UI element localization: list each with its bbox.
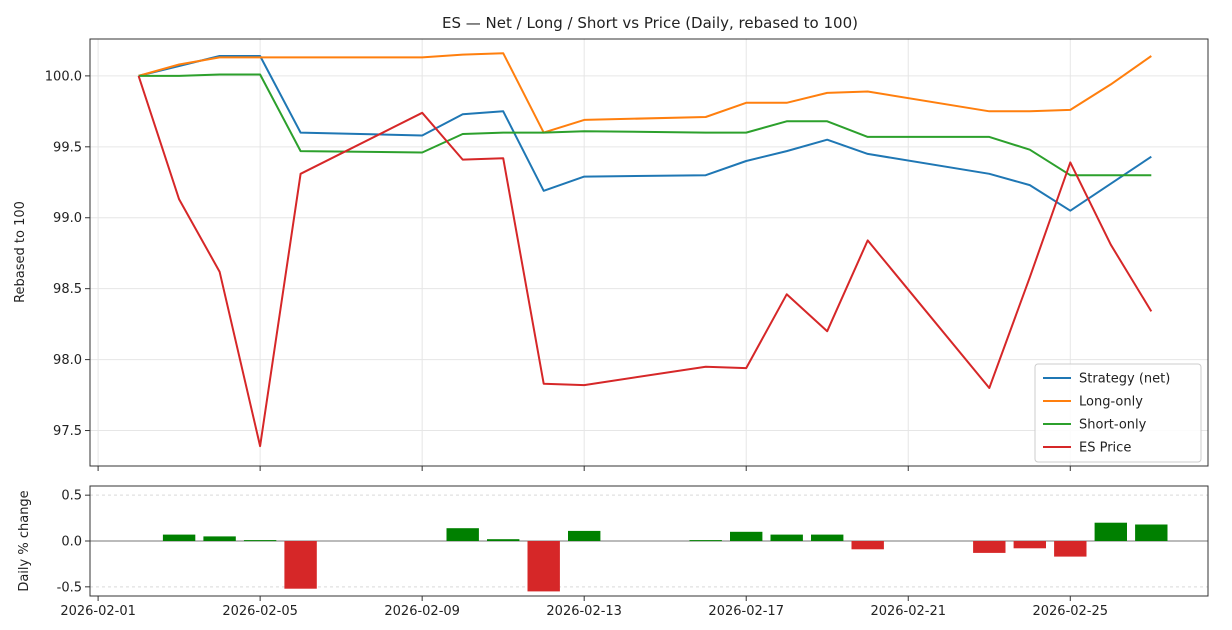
- bar-2026-02-20: [851, 541, 884, 550]
- bar-2026-02-04: [203, 536, 236, 541]
- series-line-es-price: [137, 75, 1153, 448]
- main-plot-area: [90, 39, 1208, 466]
- bar-2026-02-18: [770, 534, 803, 541]
- main-y-tick-label-1: 98.0: [53, 353, 82, 368]
- main-y-tick-label-2: 98.5: [53, 282, 82, 297]
- x-tick-label-3: 2026-02-13: [546, 604, 622, 619]
- main-y-tick-label-0: 97.5: [53, 424, 82, 439]
- series-line-short-only: [138, 73, 1152, 177]
- bar-2026-02-24: [1013, 541, 1046, 549]
- sub-y-ticks: -0.5 0.0 0.5: [57, 489, 90, 595]
- main-y-tick-label-4: 99.5: [53, 140, 82, 155]
- bar-2026-02-16: [689, 540, 722, 542]
- bar-2026-02-11: [487, 539, 520, 541]
- sub-y-tick-label-0: -0.5: [57, 580, 82, 595]
- sub-y-axis-label: Daily % change: [17, 490, 32, 591]
- bar-2026-02-10: [446, 528, 479, 541]
- bar-2026-02-23: [973, 541, 1006, 553]
- bar-2026-02-19: [811, 534, 844, 541]
- bar-2026-02-13: [568, 530, 601, 541]
- main-chart: 97.5 98.0 98.5 99.0 99.5 100.0 Rebased to 100…: [13, 38, 1209, 471]
- main-y-axis-label: Rebased to 100: [13, 201, 28, 303]
- x-tick-label-1: 2026-02-05: [222, 604, 298, 619]
- bar-2026-02-06: [284, 541, 317, 589]
- sub-chart: -0.50.00.5 2026-02-01 2026-02-05 2026-02-0…: [17, 485, 1209, 619]
- main-y-tick-label-5: 100.0: [45, 69, 82, 84]
- sub-y-tick-label-1: 0.0: [61, 535, 82, 550]
- x-tick-label-6: 2026-02-25: [1032, 604, 1108, 619]
- sub-y-tick-label-2: 0.5: [61, 489, 82, 504]
- series-line-long-only: [138, 52, 1152, 134]
- main-y-ticks: 97.5 98.0 98.5 99.0 99.5 100.0: [45, 69, 90, 439]
- bar-2026-02-27: [1135, 524, 1168, 541]
- series-line-strategy-net: [138, 55, 1152, 212]
- bar-2026-02-17: [730, 531, 763, 541]
- legend: Strategy (net) Long-only Short-only ES Pric…: [1034, 363, 1202, 463]
- x-tick-label-2: 2026-02-09: [384, 604, 460, 619]
- legend-label-1: Long-only: [1079, 395, 1143, 410]
- main-x-ticks: [97, 466, 1071, 471]
- legend-label-0: Strategy (net): [1079, 372, 1170, 387]
- main-plot-frame: [89, 38, 1209, 467]
- x-tick-label-5: 2026-02-21: [870, 604, 946, 619]
- legend-label-3: ES Price: [1079, 441, 1131, 456]
- x-tick-label-4: 2026-02-17: [708, 604, 784, 619]
- sub-x-ticks: 2026-02-01 2026-02-05 2026-02-09 2026-02-13…: [60, 596, 1108, 619]
- main-grid: [90, 39, 1208, 466]
- bar-2026-02-26: [1094, 522, 1127, 541]
- x-tick-label-0: 2026-02-01: [60, 604, 136, 619]
- bar-2026-02-12: [527, 541, 560, 592]
- bar-2026-02-05: [243, 540, 277, 542]
- bar-2026-02-25: [1054, 541, 1087, 557]
- main-series: [137, 52, 1153, 448]
- legend-box: [1034, 363, 1202, 463]
- chart-title: ES — Net / Long / Short vs Price (Daily,…: [442, 14, 858, 32]
- main-y-tick-label-3: 99.0: [53, 211, 82, 226]
- legend-label-2: Short-only: [1079, 418, 1147, 433]
- sub-bars: [162, 522, 1168, 592]
- bar-2026-02-03: [162, 534, 196, 541]
